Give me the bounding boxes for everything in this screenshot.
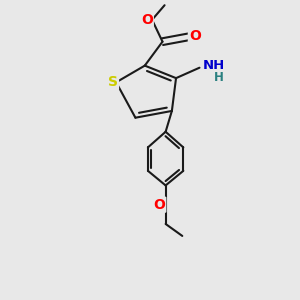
Text: O: O <box>189 29 201 44</box>
Text: S: S <box>108 75 118 89</box>
Text: H: H <box>214 71 224 84</box>
Text: NH: NH <box>202 59 225 72</box>
Text: O: O <box>153 198 165 212</box>
Text: O: O <box>141 13 153 27</box>
